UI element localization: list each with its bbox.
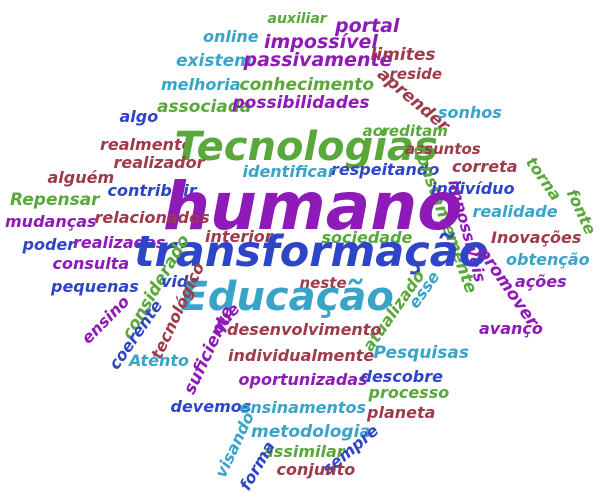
word-realmente: realmente — [100, 135, 193, 154]
word-planeta: planeta — [367, 403, 436, 422]
word-ensinamentos: ensinamentos — [239, 398, 367, 417]
word-individualmente: individualmente — [228, 346, 375, 365]
word-conjunto: conjunto — [276, 460, 356, 479]
word-torna: torna — [521, 153, 566, 205]
word-algo: algo — [119, 107, 159, 126]
word-respeitando: respeitando — [331, 160, 440, 179]
word-identificar: identificar — [242, 162, 336, 181]
word-desenvolvimento: desenvolvimento — [227, 320, 382, 339]
word-oportunizadas: oportunizadas — [238, 370, 368, 389]
word-inovacoes: Inovações — [491, 228, 582, 247]
word-realizador: realizador — [113, 153, 205, 172]
word-possibilidades: possibilidades — [232, 92, 370, 113]
word-metodologia: metodologia — [251, 421, 371, 442]
word-consulta: consulta — [52, 254, 130, 273]
word-acreditam: acreditam — [362, 121, 448, 140]
word-tecnologias: Tecnologias — [174, 124, 438, 170]
word-acoes: ações — [515, 272, 567, 291]
word-obtencao: obtenção — [506, 250, 590, 269]
word-portal: portal — [335, 14, 400, 37]
word-associada: associada — [157, 96, 252, 117]
word-educacao: Educação — [180, 274, 394, 320]
word-passivamente: passivamente — [243, 48, 393, 71]
word-reside: reside — [389, 64, 443, 83]
word-repensar: Repensar — [10, 189, 100, 210]
word-realidade: realidade — [472, 202, 558, 221]
word-conhecimento: conhecimento — [239, 74, 375, 95]
word-neste: neste — [299, 273, 347, 292]
word-pequenas: pequenas — [51, 277, 139, 296]
word-atento: Atento — [129, 351, 190, 370]
word-impossivel: impossível — [264, 30, 378, 53]
word-poder: poder — [22, 235, 76, 254]
word-descobre: descobre — [360, 367, 444, 386]
word-vida: vida — [161, 272, 200, 291]
word-realizadas: realizadas — [73, 233, 166, 252]
word-individuo: indivíduo — [431, 179, 515, 198]
word-transformacao: transformação — [134, 226, 489, 277]
word-processo: processo — [368, 383, 450, 402]
word-assuntos: assuntos — [405, 139, 481, 158]
word-humano: humano — [163, 168, 463, 245]
word-melhoria: melhoria — [161, 75, 241, 94]
word-pesquisas: Pesquisas — [373, 342, 469, 363]
word-limites: limites — [370, 44, 436, 65]
word-contribuir: contribuir — [107, 181, 197, 200]
word-online: online — [203, 27, 259, 46]
word-avanco: avanço — [479, 319, 543, 338]
word-sonhos: sonhos — [438, 103, 502, 122]
word-sociedade: sociedade — [321, 228, 413, 247]
word-mudancas: mudanças — [5, 212, 97, 231]
word-devemos: devemos — [170, 397, 252, 416]
word-relacionados: relacionados — [94, 208, 210, 227]
word-assimilar: assimilar — [263, 442, 345, 461]
word-interior: interior — [205, 227, 273, 246]
word-auxiliar: auxiliar — [267, 11, 327, 27]
word-existem: existem — [176, 50, 252, 71]
word-correta: correta — [452, 157, 518, 176]
word-alguem: alguém — [47, 168, 115, 187]
